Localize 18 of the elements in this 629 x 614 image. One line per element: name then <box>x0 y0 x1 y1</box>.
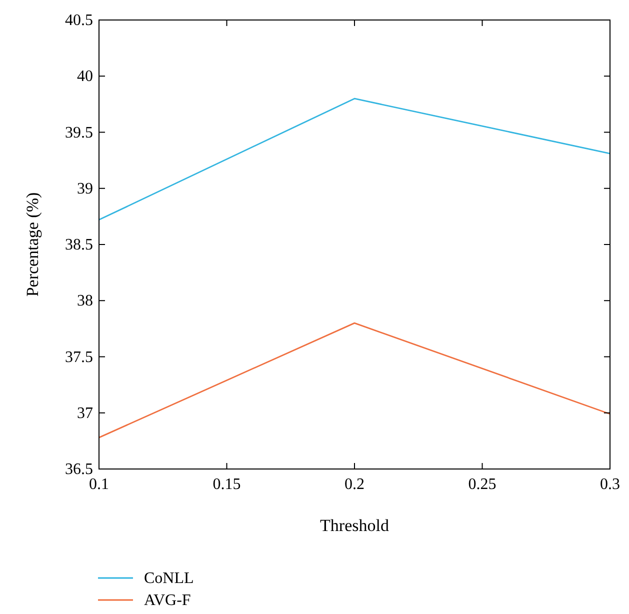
y-tick-label: 40 <box>77 68 93 86</box>
y-tick-label: 38 <box>77 292 93 310</box>
x-tick-label: 0.1 <box>89 476 109 493</box>
x-axis-title: Threshold <box>320 516 390 535</box>
x-tick-label: 0.25 <box>468 476 496 493</box>
x-tick-label: 0.2 <box>344 476 364 493</box>
y-tick-label: 40.5 <box>65 12 93 29</box>
x-tick-label: 0.15 <box>212 476 241 493</box>
legend-label: AVG-F <box>144 592 191 609</box>
legend-label: CoNLL <box>144 570 194 587</box>
y-tick-label: 38.5 <box>65 236 93 254</box>
y-tick-label: 37 <box>77 404 93 422</box>
y-tick-label: 39 <box>77 180 93 198</box>
y-axis-title: Percentage (%) <box>23 192 42 297</box>
x-tick-label: 0.3 <box>600 476 620 493</box>
y-tick-label: 37.5 <box>65 348 93 366</box>
y-tick-label: 36.5 <box>65 461 93 478</box>
y-tick-label: 39.5 <box>65 124 93 142</box>
